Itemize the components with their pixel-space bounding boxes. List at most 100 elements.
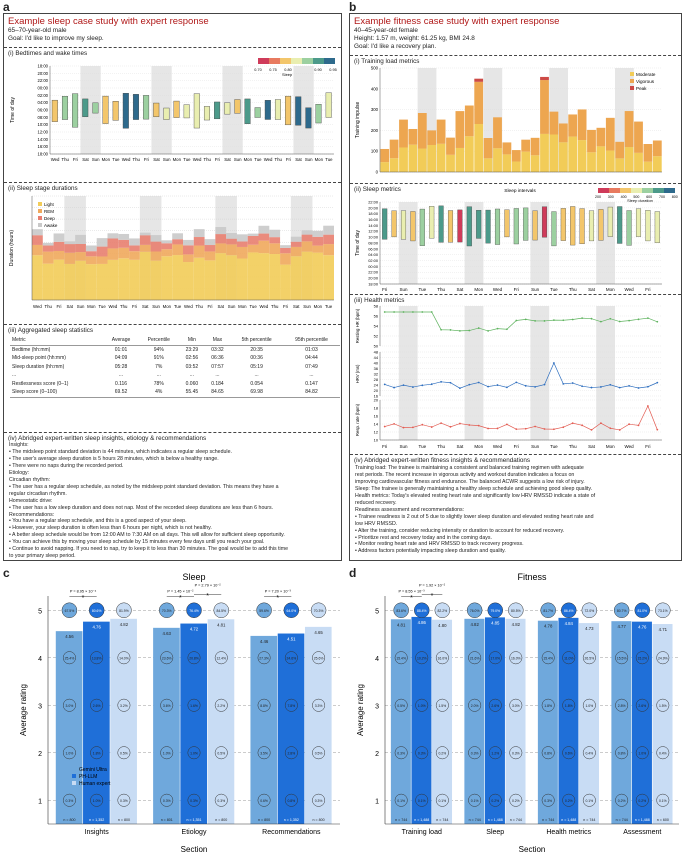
sleep-case-study-panel: Example sleep case study with expert res… [3,13,342,561]
rating-percent: 64.0% [287,609,297,613]
sleep-interval-bar [92,102,99,114]
stage-segment [85,245,97,252]
rating-percent: 25.6% [314,656,324,660]
stage-segment [53,259,65,300]
bar-value-label: 4.85 [491,620,500,625]
rating-circle [117,651,131,665]
table-row: ..................... [10,371,340,380]
peak-bar [474,78,484,82]
rating-circle [90,746,104,760]
metric-line [384,362,658,389]
metric-point [571,382,574,384]
stage-segment [75,243,86,253]
y-tick: 16 [374,393,378,398]
x-tick: Sat [224,157,231,162]
table-header-cell: 95th percentile [295,337,328,344]
stage-segment [32,244,43,256]
x-tick: Tue [249,304,257,309]
insight-line: • You can achieve this by moving your sl… [9,539,265,546]
stage-segment [150,251,162,261]
stage-segment [75,260,86,300]
stage-segment [258,225,270,234]
rating-bar [611,621,632,824]
rating-circle [615,651,629,665]
rating-percent: 0.1% [659,799,667,803]
metric-point [459,329,461,332]
stage-segment [96,256,108,264]
y-tick: 22:00 [368,199,379,204]
rating-percent: 3.6% [163,704,171,708]
rating-circle [312,793,326,807]
sleep-case-title: Example sleep case study with expert res… [8,16,209,27]
legend-label: REM [44,209,54,214]
colorbar-tick: 200 [595,195,601,199]
y-tick: 10:00 [38,122,49,127]
significance-star: * [410,595,413,602]
sleep-insights-text: Insights: • The midsleep point standard d… [9,442,288,560]
metric-point [534,319,536,322]
y-tick: 36 [374,366,378,371]
rating-bar [250,635,278,824]
x-tick: Sleep [486,829,504,836]
chart-title: Sleep [182,572,205,582]
metric-point [412,386,414,388]
metric-point [600,386,602,388]
rating-circle [394,651,408,665]
fitness-insights-title: (iv) Abridged expert-written fitness ins… [354,457,531,464]
rating-percent: 67.5% [65,609,75,613]
fitness-rating-chart: Fitness 1 2 3 4 5 Average rating Section 4.81 83.… [356,572,679,854]
table-cell: Mid-sleep point (hh:mm) [12,355,66,362]
stage-segment [301,230,313,235]
metric-point [609,383,612,386]
rating-circle [257,746,271,760]
sleep-interval-bar [617,206,623,244]
stage-segment [32,229,43,236]
insight-line: Etiology: [9,469,30,476]
chart-title: Fitness [517,572,547,582]
table-cell: 05:28 [114,363,128,370]
rating-circle [509,698,523,712]
sleep-interval-bar [295,96,302,126]
colorbar-tick: 300 [608,195,614,199]
rating-percent: 0.1% [471,799,479,803]
rating-percent: 3.0% [66,704,74,708]
stage-segment [193,257,205,300]
rating-percent: 0.4% [659,751,667,755]
table-cell: Sleep score (0–100) [12,389,58,396]
colorbar-swatch [653,188,664,193]
sleep-interval-bar [504,209,510,238]
metric-point [553,362,555,364]
rating-percent: 0.8% [544,751,552,755]
rating-circle [509,651,523,665]
x-tick: Mon [244,157,253,162]
x-axis-label: Section [181,845,208,854]
rating-percent: 80.7% [617,609,627,613]
stage-segment [226,244,237,256]
rating-percent: 0.2% [618,799,626,803]
stage-segment [118,233,130,240]
rating-percent: 2.2% [217,704,225,708]
x-tick: Thu [569,444,577,449]
rating-percent: 2.6% [93,704,101,708]
x-tick: Sun [303,304,311,309]
moderate-bar [624,147,634,172]
colorbar-tick: 400 [621,195,627,199]
x-tick: Thu [275,157,283,162]
insight-line: • Monitor resting heart rate and HRV RMS… [355,541,524,548]
rating-percent: 0.3% [163,799,171,803]
n-label: n = 744 [542,818,554,822]
rating-percent: 0.6% [260,799,268,803]
legend-swatch [38,209,42,213]
table-cell: 69.98 [250,389,263,396]
metric-point [637,387,640,389]
sleep-meta-goal: Goal: I'd like to improve my sleep. [8,35,104,42]
rating-circle [61,602,78,618]
rating-bar [579,623,600,824]
n-label: n = 1,352 [284,818,299,822]
rating-circle [615,793,629,807]
y-tick: 04:00 [368,252,379,257]
insight-line: Circadian rhythm: [9,476,51,483]
table-cell: 55.45 [185,389,199,396]
rating-circle [62,793,76,807]
metric-point [412,426,414,429]
